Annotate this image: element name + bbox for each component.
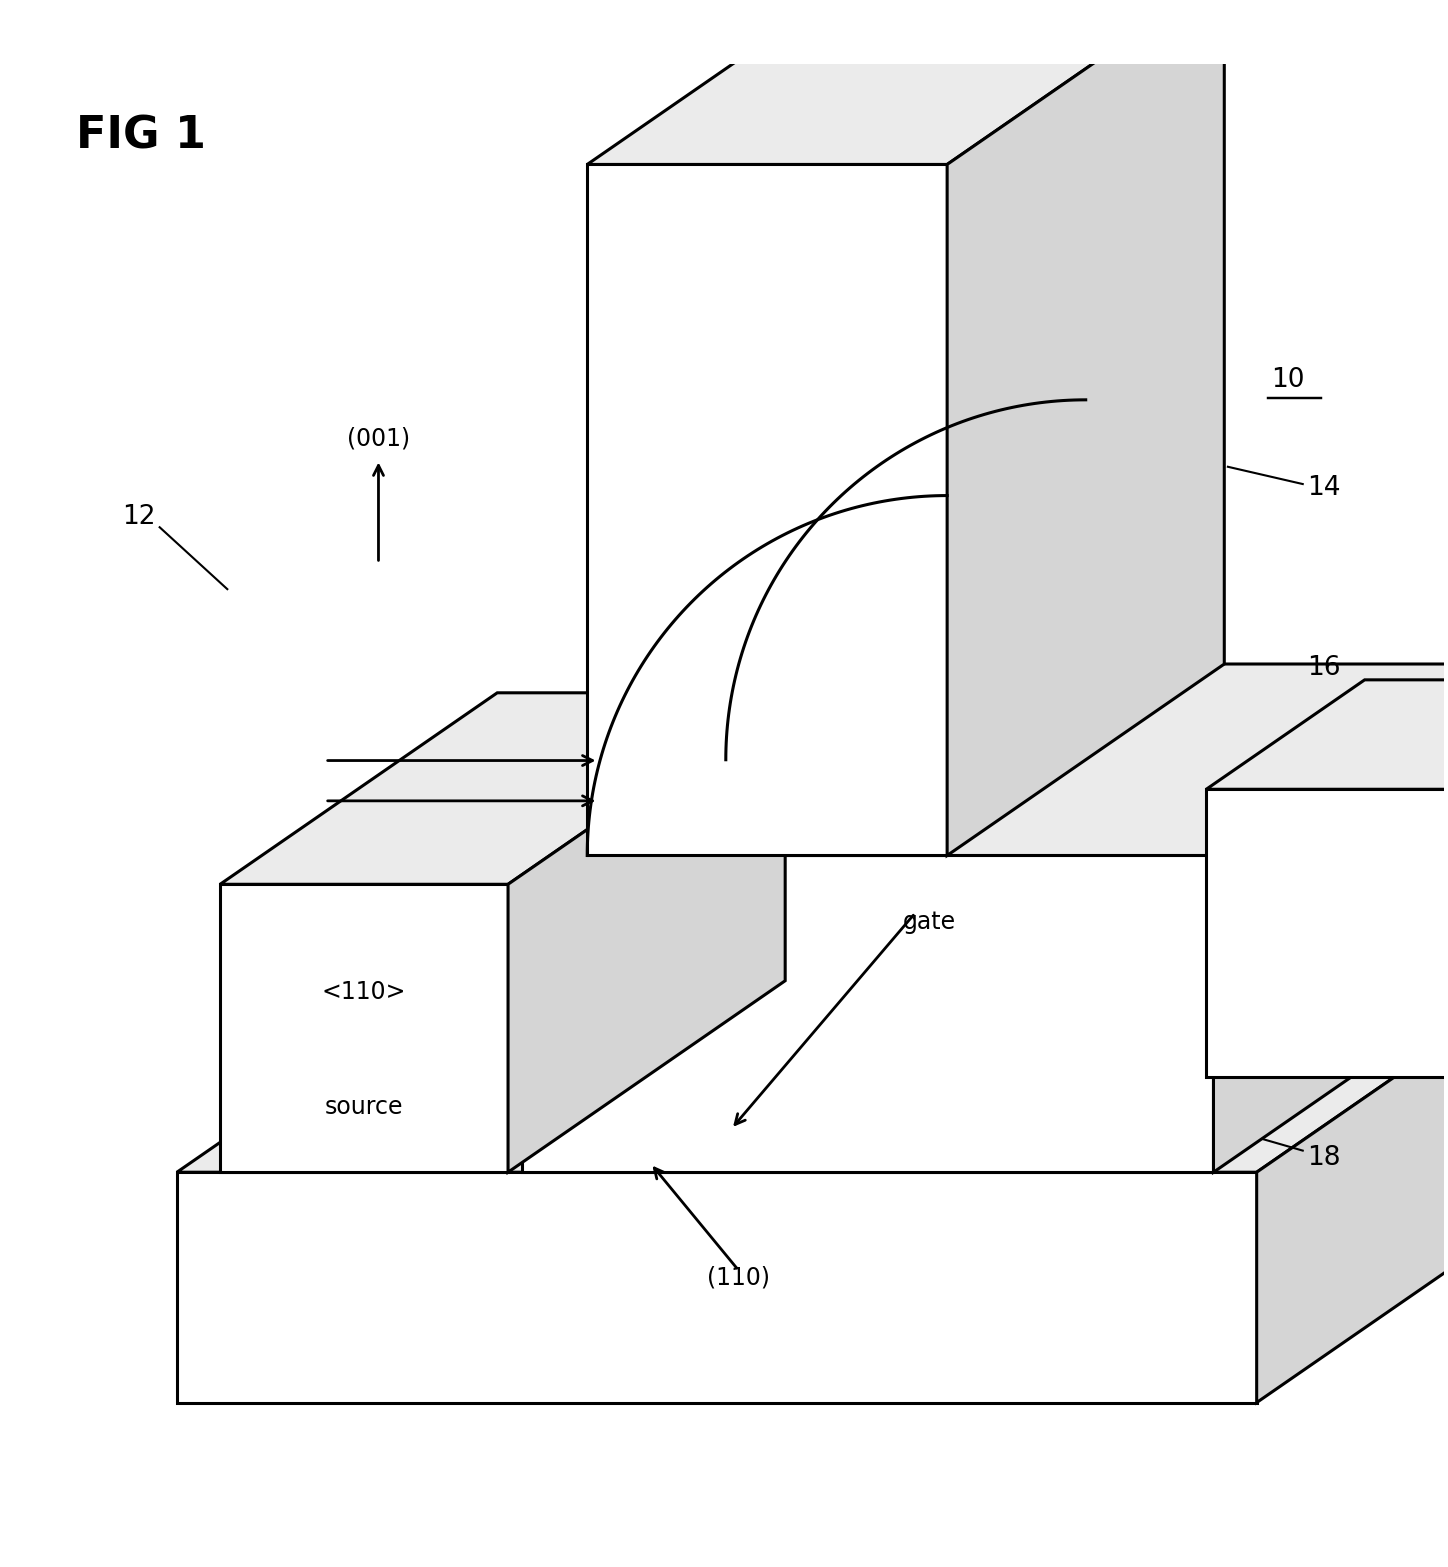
Polygon shape (1206, 790, 1448, 1077)
Polygon shape (177, 981, 1448, 1172)
Polygon shape (523, 664, 1448, 856)
Polygon shape (588, 165, 947, 856)
Text: (110): (110) (707, 1266, 770, 1290)
Text: drain: drain (1306, 921, 1365, 945)
Text: 14: 14 (1308, 475, 1341, 501)
Text: source: source (324, 1095, 404, 1119)
Polygon shape (220, 693, 785, 884)
Polygon shape (177, 1172, 1257, 1402)
Text: <110>: <110> (321, 981, 407, 1004)
Polygon shape (947, 0, 1225, 856)
Polygon shape (508, 693, 785, 1172)
Polygon shape (220, 884, 508, 1172)
Text: FIG 1: FIG 1 (77, 114, 206, 157)
Text: 16: 16 (1308, 655, 1341, 682)
Polygon shape (1213, 664, 1448, 1172)
Polygon shape (523, 856, 1213, 1172)
Polygon shape (1206, 680, 1448, 790)
Polygon shape (1257, 981, 1448, 1402)
Text: 10: 10 (1271, 367, 1305, 393)
Text: 12: 12 (122, 505, 155, 530)
Text: gate: gate (904, 910, 956, 934)
Polygon shape (588, 0, 1225, 165)
Text: (001): (001) (348, 426, 410, 451)
Text: 18: 18 (1308, 1145, 1341, 1171)
